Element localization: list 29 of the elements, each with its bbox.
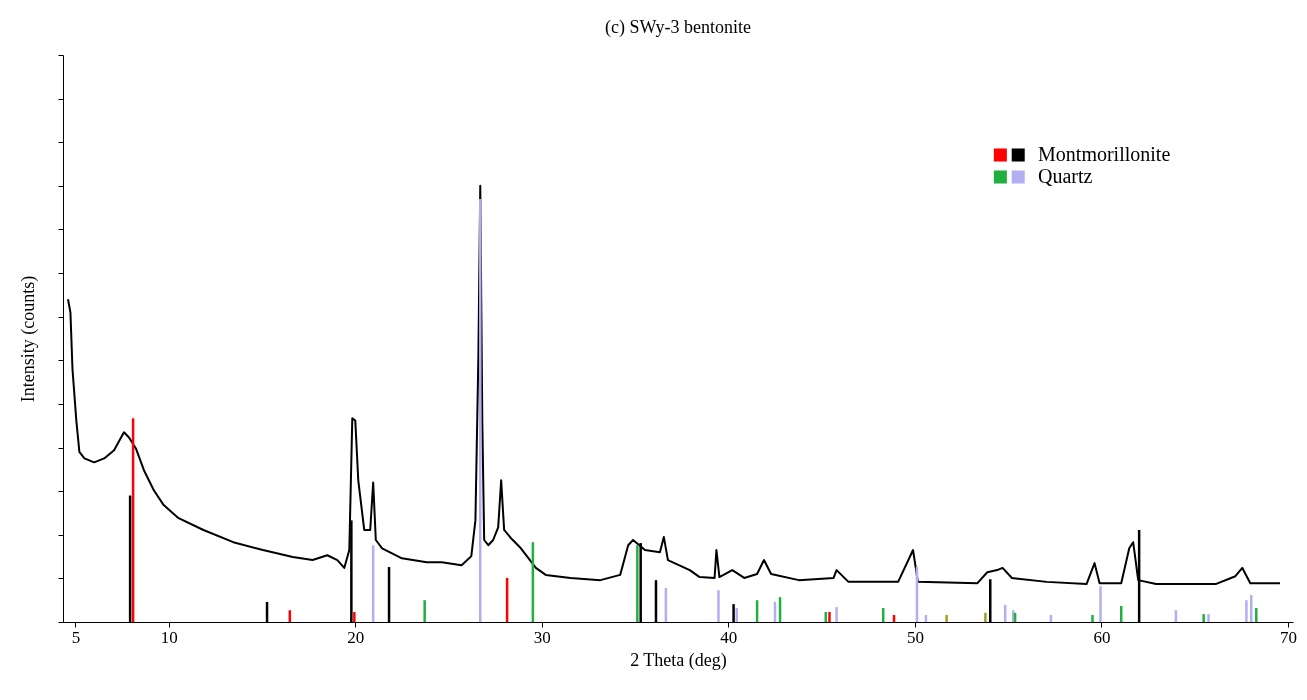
bar (1091, 615, 1094, 622)
x-tick-label: 50 (906, 627, 924, 647)
legend-label: Montmorillonite (1038, 143, 1171, 165)
x-tick-label: 70 (1280, 627, 1297, 647)
bar (1099, 586, 1102, 622)
bar (1207, 614, 1210, 622)
x-tick-label: 60 (1093, 627, 1111, 647)
y-axis-title: Intensity (counts) (18, 275, 39, 403)
x-tick-label: 20 (347, 627, 365, 647)
x-tick-label: 40 (720, 627, 738, 647)
bar (828, 611, 831, 622)
x-tick-label: 10 (160, 627, 178, 647)
bar (1202, 614, 1205, 622)
bar (824, 611, 827, 622)
chart-title: (c) SWy-3 bentonite (605, 16, 751, 38)
x-tick-label: 5 (71, 627, 81, 647)
bar (479, 198, 482, 622)
legend-label: Quartz (1038, 165, 1093, 187)
bar (1250, 594, 1253, 622)
bar (423, 600, 426, 622)
bar (717, 590, 720, 622)
bar (835, 607, 838, 622)
bar (984, 612, 987, 622)
bar (1255, 608, 1258, 622)
x-axis-title: 2 Theta (deg) (630, 649, 727, 671)
bar (945, 615, 948, 622)
bar (353, 611, 356, 622)
x-tick-label: 30 (533, 627, 551, 647)
bar (1245, 600, 1248, 622)
